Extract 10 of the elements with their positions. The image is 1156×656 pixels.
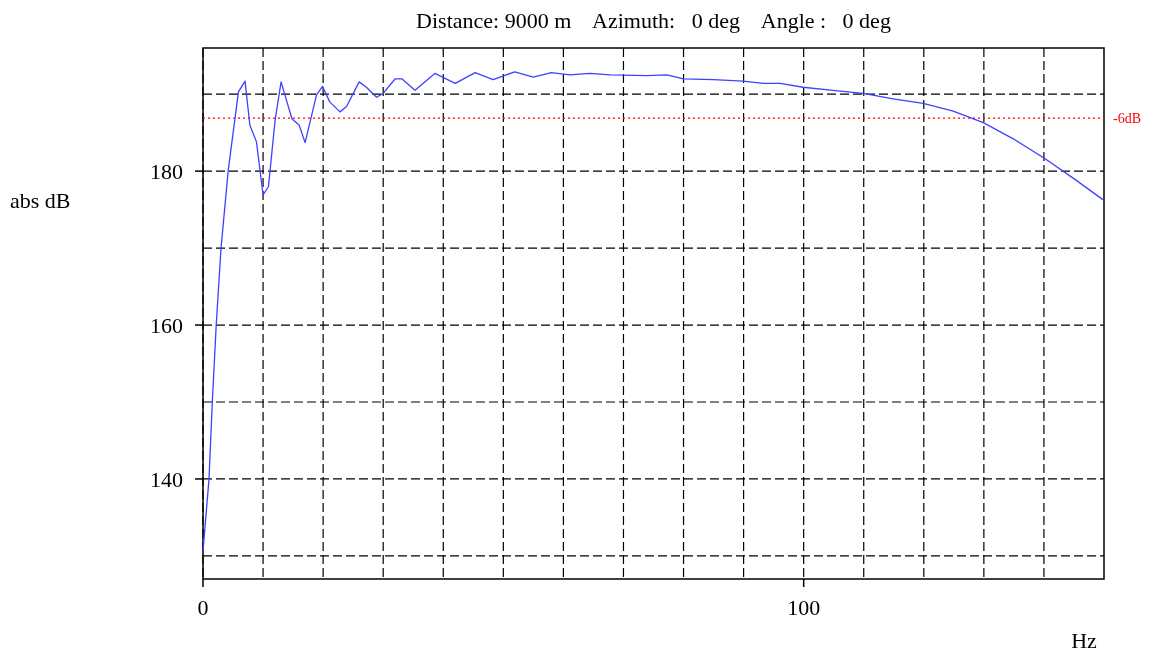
y-tick-label: 180 (150, 158, 183, 184)
x-tick-label: 0 (197, 595, 209, 620)
x-tick-label: 100 (787, 595, 821, 620)
ref-line-label: -6dB (1113, 110, 1141, 126)
y-axis-title: abs dB (10, 188, 71, 213)
line-series (202, 71, 1104, 552)
x-axis-title: Hz (1071, 628, 1098, 653)
chart-title: Distance: 9000 m Azimuth: 0 deg Angle : 0 deg (416, 8, 891, 33)
y-tick-label: 140 (150, 466, 183, 492)
y-tick-label: 160 (150, 312, 183, 338)
